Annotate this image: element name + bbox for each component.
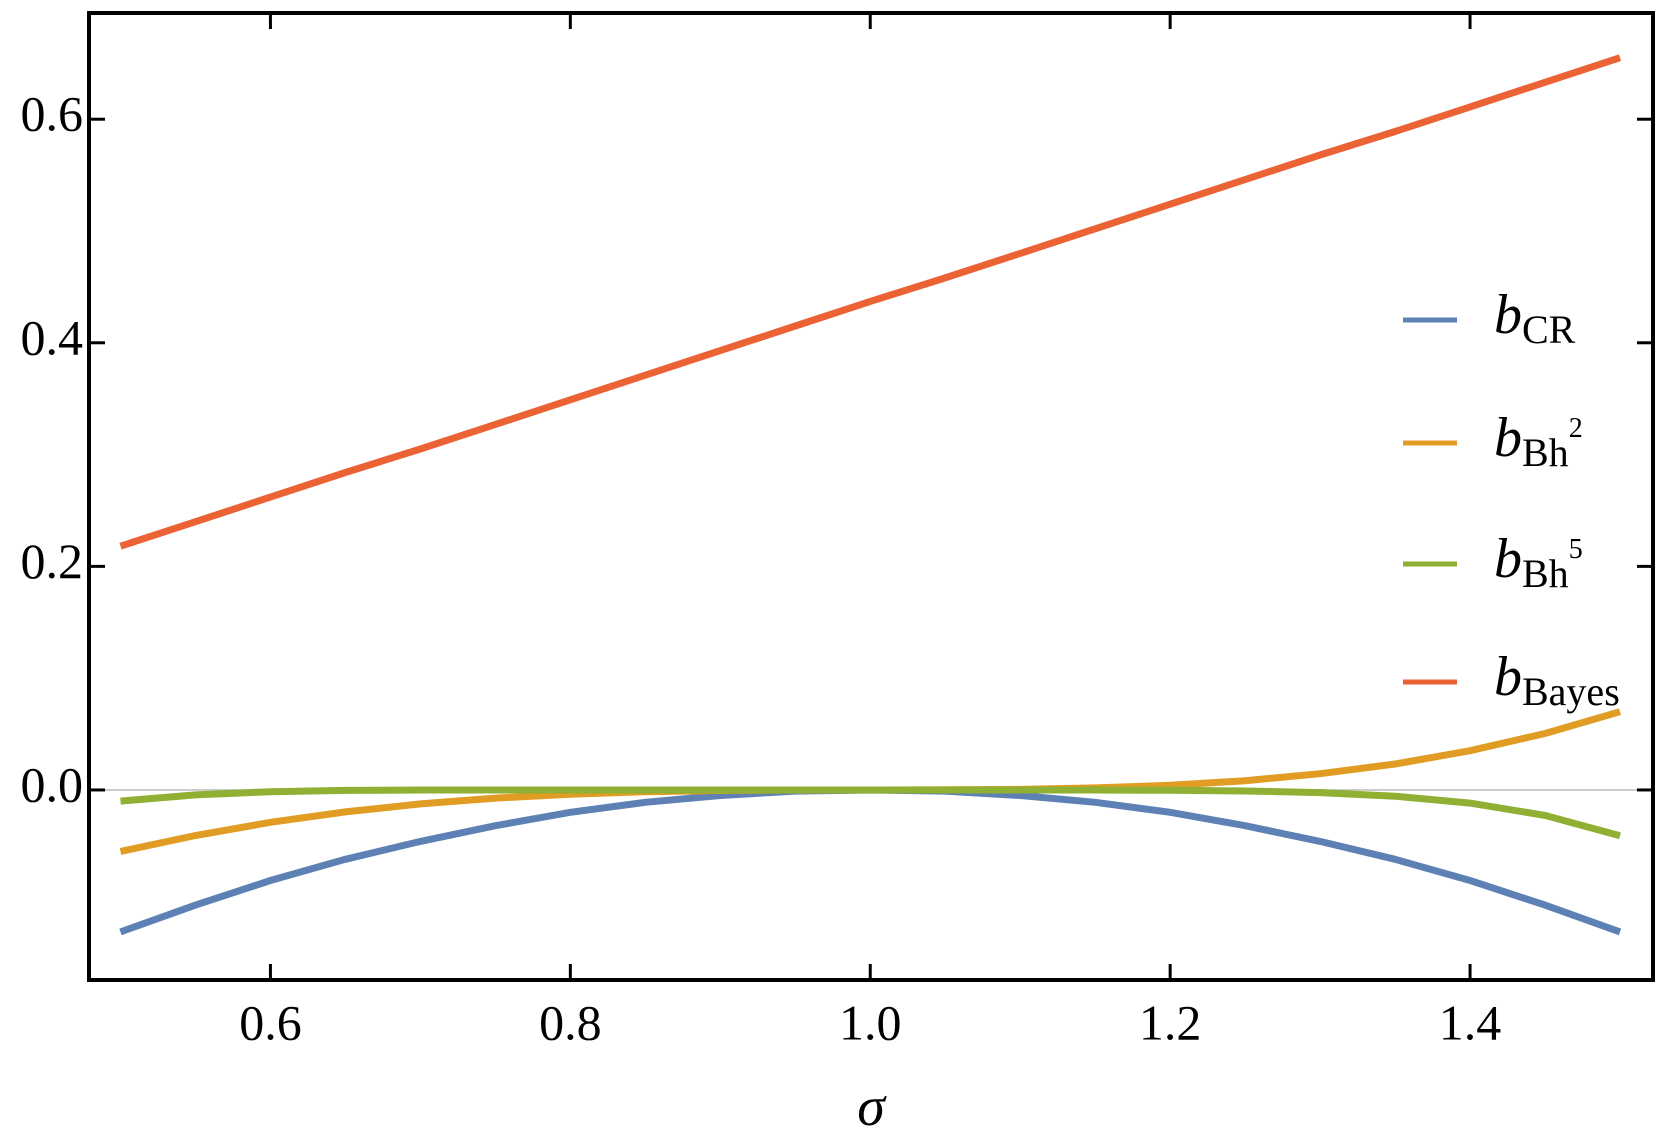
legend-main: b <box>1494 646 1522 708</box>
legend-sup: 2 <box>1569 413 1583 444</box>
y-tick-label: 0.0 <box>21 756 84 812</box>
x-tick-label: 1.0 <box>839 994 902 1050</box>
legend-sub: CR <box>1522 307 1576 352</box>
legend-sup: 5 <box>1569 534 1583 565</box>
legend-label: bBh5 <box>1494 528 1583 596</box>
x-axis-label: σ <box>857 1076 887 1138</box>
x-tick-label: 0.6 <box>239 994 302 1050</box>
y-tick-label: 0.6 <box>21 86 84 142</box>
legend-sub: Bh <box>1522 430 1569 475</box>
legend-sub: Bh <box>1522 551 1569 596</box>
legend-label: bCR <box>1494 284 1576 352</box>
series-line <box>119 708 1621 855</box>
y-tick-label: 0.4 <box>21 309 84 365</box>
x-tick-label: 0.8 <box>539 994 602 1050</box>
legend-main: b <box>1494 407 1522 469</box>
plot-frame <box>87 11 1655 982</box>
y-tick-label: 0.2 <box>21 533 84 589</box>
series-line <box>120 786 1621 840</box>
x-tick-label: 1.4 <box>1439 994 1502 1050</box>
legend-label: bBh2 <box>1494 407 1583 475</box>
legend-sub: Bayes <box>1522 669 1620 714</box>
x-tick-label: 1.2 <box>1139 994 1202 1050</box>
legend-main: b <box>1494 284 1522 346</box>
legend-label: bBayes <box>1494 646 1620 714</box>
legend-main: b <box>1494 528 1522 590</box>
series-line <box>119 54 1622 550</box>
